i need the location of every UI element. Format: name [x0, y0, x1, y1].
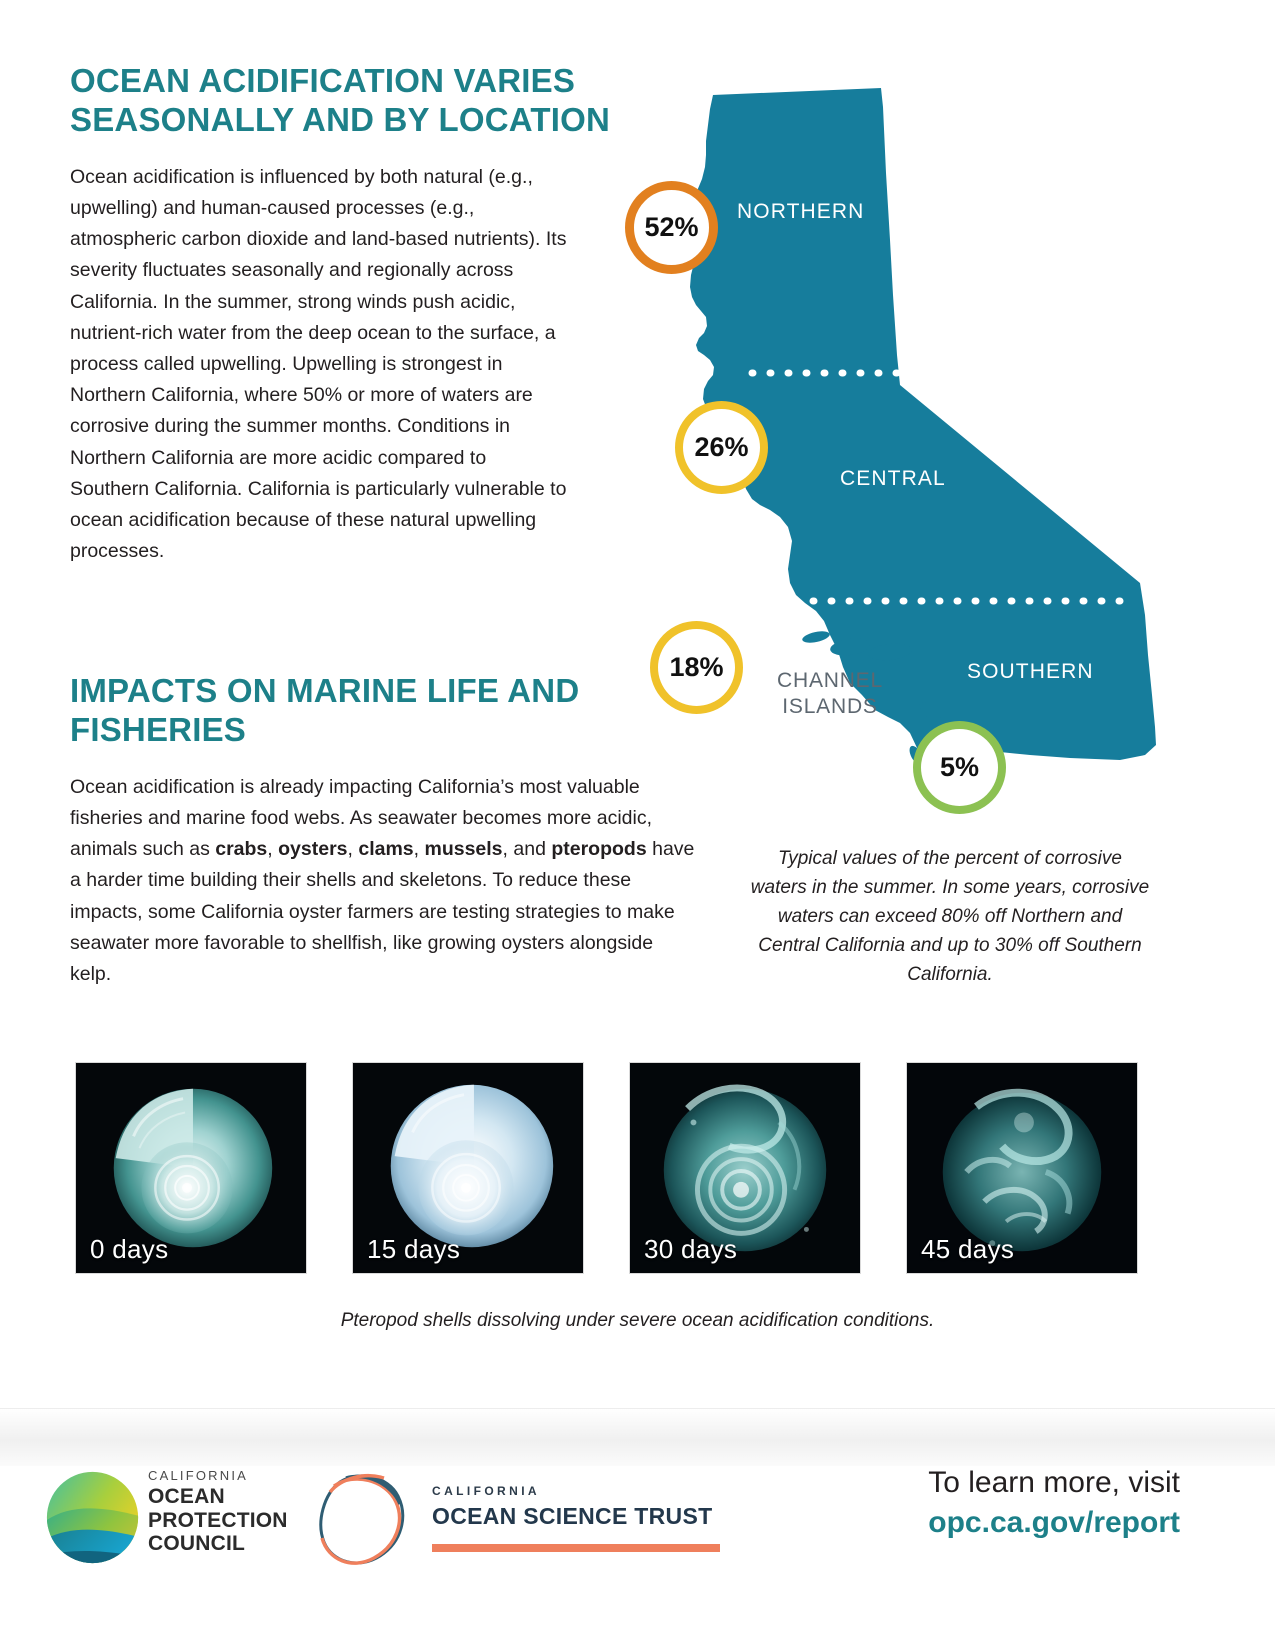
species-clams: clams: [358, 838, 414, 861]
percent-badge-central[interactable]: 26%: [675, 401, 768, 494]
california-landmass-shape: [690, 88, 1156, 771]
sep-4: , and: [502, 838, 552, 861]
opc-wordmark: CALIFORNIA OCEAN PROTECTION COUNCIL: [148, 1468, 288, 1556]
pteropod-shell-45-days: 45 days: [906, 1062, 1138, 1274]
report-url-link[interactable]: opc.ca.gov/report: [928, 1506, 1180, 1539]
shell-image-45-days: [907, 1063, 1137, 1273]
shell-image-0-days: [76, 1063, 306, 1273]
footer-divider: [0, 1408, 1275, 1466]
ocean-protection-council-logo-icon: [46, 1471, 139, 1564]
opc-line-2: PROTECTION: [148, 1508, 288, 1532]
species-oysters: oysters: [278, 838, 348, 861]
channel-islands-line-2: ISLANDS: [782, 695, 878, 719]
sep-3: ,: [413, 838, 425, 861]
footer: CALIFORNIA OCEAN PROTECTION COUNCIL CALI…: [0, 1408, 1275, 1650]
ost-accent-bar: [432, 1544, 720, 1552]
photo-label-15-days: 15 days: [367, 1234, 461, 1264]
photo-label-45-days: 45 days: [921, 1234, 1015, 1264]
learn-more-text: To learn more, visit: [928, 1466, 1180, 1499]
region-label-southern: SOUTHERN: [967, 660, 1094, 683]
pteropod-shell-15-days: 15 days: [352, 1062, 584, 1274]
sep-2: ,: [347, 838, 359, 861]
left-column: OCEAN ACIDIFICATION VARIES SEASONALLY AN…: [70, 62, 695, 567]
impacts-text-part-2: have a harder time building their shells…: [70, 838, 695, 985]
shell-image-15-days: [353, 1063, 583, 1273]
channel-islands-line-1: CHANNEL: [777, 669, 883, 692]
photo-strip-caption: Pteropod shells dissolving under severe …: [340, 1310, 935, 1331]
page-title: OCEAN ACIDIFICATION VARIES SEASONALLY AN…: [70, 62, 610, 138]
california-map-svg: [690, 88, 1156, 771]
opc-line-1: OCEAN: [148, 1485, 225, 1508]
photo-label-30-days: 30 days: [644, 1234, 738, 1264]
percent-badge-northern[interactable]: 52%: [625, 181, 718, 274]
percent-badge-channel-islands[interactable]: 18%: [650, 621, 743, 714]
percent-badge-southern[interactable]: 5%: [913, 721, 1006, 814]
ost-sup-label: CALIFORNIA: [432, 1484, 540, 1498]
impacts-paragraph: Ocean acidification is already impacting…: [70, 772, 695, 990]
impacts-title: IMPACTS ON MARINE LIFE AND FISHERIES: [70, 672, 580, 748]
species-crabs: crabs: [215, 838, 268, 861]
shell-image-30-days: [630, 1063, 860, 1273]
impacts-section: IMPACTS ON MARINE LIFE AND FISHERIES Oce…: [70, 672, 710, 990]
species-mussels: mussels: [424, 838, 503, 861]
region-label-northern: NORTHERN: [737, 200, 865, 223]
species-pteropods: pteropods: [551, 838, 647, 861]
ost-wordmark: CALIFORNIA OCEAN SCIENCE TRUST: [432, 1484, 712, 1530]
impacts-text-part-1: Ocean acidification is already impacting…: [70, 775, 653, 861]
opc-sup-label: CALIFORNIA: [148, 1468, 249, 1483]
pteropod-shell-0-days: 0 days: [75, 1062, 307, 1274]
intro-paragraph: Ocean acidification is influenced by bot…: [70, 165, 567, 563]
region-label-central: CENTRAL: [840, 467, 946, 490]
map-caption: Typical values of the percent of corrosi…: [750, 848, 1150, 985]
learn-more-block: To learn more, visit opc.ca.gov/report: [928, 1466, 1180, 1540]
channel-islands-shapes: [802, 631, 941, 765]
pteropod-shell-30-days: 30 days: [629, 1062, 861, 1274]
california-map-panel: 52% 26% 18% 5% NORTHERN CENTRAL SOUTHERN…: [600, 55, 1200, 1035]
region-label-channel-islands: CHANNEL ISLANDS: [760, 668, 900, 721]
ost-main-label: OCEAN SCIENCE TRUST: [432, 1503, 713, 1529]
pteropod-photo-strip: 0 days: [75, 1062, 1200, 1277]
opc-line-3: COUNCIL: [148, 1532, 246, 1556]
ocean-science-trust-logo-icon: [319, 1473, 405, 1565]
photo-label-0-days: 0 days: [90, 1234, 169, 1264]
sep-1: ,: [267, 838, 279, 861]
